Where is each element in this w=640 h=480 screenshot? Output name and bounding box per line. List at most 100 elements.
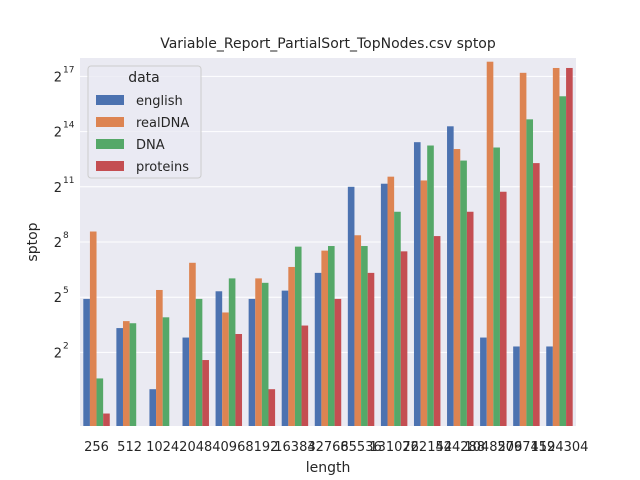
bar-DNA-512 [129, 323, 137, 426]
bar-proteins-524288 [466, 211, 474, 426]
legend-label-english: english [136, 94, 183, 109]
bar-english-2048 [182, 337, 190, 426]
y-tick-exponent: 2 [63, 341, 69, 351]
bar-DNA-1024 [162, 317, 170, 426]
bar-DNA-32768 [328, 246, 335, 426]
bar-english-2097152 [513, 346, 520, 426]
bar-proteins-131072 [400, 251, 408, 426]
bar-DNA-2048 [195, 298, 203, 426]
bar-realDNA-4096 [222, 312, 229, 426]
bar-DNA-4194304 [559, 96, 567, 427]
x-tick-label: 8192 [245, 440, 278, 455]
legend-items: english realDNA DNA proteins [96, 94, 189, 175]
bar-DNA-65536 [361, 246, 368, 426]
bar-realDNA-256 [89, 231, 97, 426]
bar-DNA-8192 [261, 282, 269, 426]
x-tick-label: 4194304 [531, 440, 589, 455]
y-tick-exponent: 11 [63, 176, 74, 186]
y-tick-base: 2 [54, 291, 62, 306]
y-tick-exponent: 8 [63, 231, 69, 241]
legend-swatch-proteins [96, 161, 124, 171]
bar-DNA-2097152 [526, 119, 534, 426]
x-tick-label: 524288 [435, 440, 485, 455]
x-tick-label: 256 [84, 440, 109, 455]
x-tick-labels: 256 512 1024 2048 4096 8192163843276865536131… [84, 440, 588, 455]
bar-proteins-16384 [301, 325, 309, 426]
bar-realDNA-65536 [354, 235, 362, 426]
legend-label-proteins: proteins [136, 160, 189, 175]
bar-english-65536 [347, 186, 355, 426]
legend-swatch-DNA [96, 139, 124, 149]
x-tick-label: 2097152 [497, 440, 555, 455]
bar-realDNA-16384 [288, 266, 295, 426]
bar-proteins-262144 [433, 236, 441, 426]
bar-DNA-256 [96, 378, 104, 426]
legend-swatch-realDNA [96, 117, 124, 127]
bar-realDNA-4194304 [552, 67, 560, 427]
x-tick-label: 1024 [146, 440, 179, 455]
bar-english-512 [116, 328, 123, 426]
bar-DNA-131072 [394, 211, 401, 426]
bar-english-8192 [248, 298, 256, 426]
bar-realDNA-1024 [156, 289, 163, 426]
bar-realDNA-131072 [387, 176, 395, 426]
legend-label-DNA: DNA [136, 138, 165, 153]
bar-realDNA-8192 [255, 278, 262, 426]
bar-english-1048576 [480, 337, 487, 426]
y-tick-label: 2 17 [54, 65, 75, 85]
bar-realDNA-524288 [453, 149, 461, 426]
x-tick-label: 32768 [307, 440, 348, 455]
bar-DNA-1048576 [493, 147, 500, 427]
bar-english-131072 [380, 183, 388, 426]
y-tick-exponent: 14 [63, 121, 75, 131]
bar-proteins-8192 [268, 389, 276, 426]
bars [83, 61, 573, 427]
bar-realDNA-2048 [189, 262, 196, 426]
y-tick-label: 2 11 [54, 176, 75, 196]
bar-proteins-32768 [334, 298, 342, 426]
x-tick-label: 65536 [340, 440, 381, 455]
bar-english-4194304 [546, 346, 553, 426]
x-tick-label: 16384 [274, 440, 315, 455]
x-axis-title: length [306, 460, 351, 476]
y-tick-exponent: 5 [63, 286, 69, 296]
y-tick-base: 2 [54, 346, 62, 361]
chart-title: Variable_Report_PartialSort_TopNodes.csv… [160, 36, 496, 52]
bar-DNA-4096 [228, 278, 236, 426]
bar-proteins-4096 [235, 334, 243, 426]
bar-proteins-4194304 [566, 67, 573, 427]
bar-realDNA-262144 [420, 180, 428, 426]
bar-proteins-256 [103, 413, 110, 426]
bar-realDNA-1048576 [486, 61, 494, 426]
bar-proteins-2048 [202, 360, 209, 426]
bar-proteins-65536 [367, 272, 375, 426]
legend-title: data [128, 70, 160, 86]
bar-english-32768 [314, 272, 322, 426]
bar-DNA-16384 [294, 246, 302, 426]
bar-english-524288 [447, 126, 454, 426]
x-tick-label: 2048 [179, 440, 212, 455]
legend-swatch-english [96, 95, 124, 105]
legend-label-realDNA: realDNA [136, 116, 189, 131]
bar-realDNA-2097152 [519, 72, 527, 426]
y-tick-base: 2 [54, 181, 62, 196]
y-tick-base: 2 [54, 126, 62, 141]
bar-realDNA-32768 [321, 250, 328, 426]
bar-realDNA-512 [122, 321, 130, 426]
bar-proteins-2097152 [533, 163, 540, 427]
bar-english-256 [83, 298, 90, 426]
y-tick-exponent: 17 [63, 65, 74, 75]
bar-english-4096 [215, 291, 223, 426]
x-tick-label: 131072 [369, 440, 419, 455]
x-tick-label: 4096 [212, 440, 245, 455]
bar-english-262144 [413, 142, 421, 426]
legend: data english realDNA DNA proteins [87, 65, 202, 179]
legend-box [87, 65, 202, 179]
y-axis-title: sptop [25, 222, 41, 261]
bar-english-16384 [281, 290, 289, 426]
